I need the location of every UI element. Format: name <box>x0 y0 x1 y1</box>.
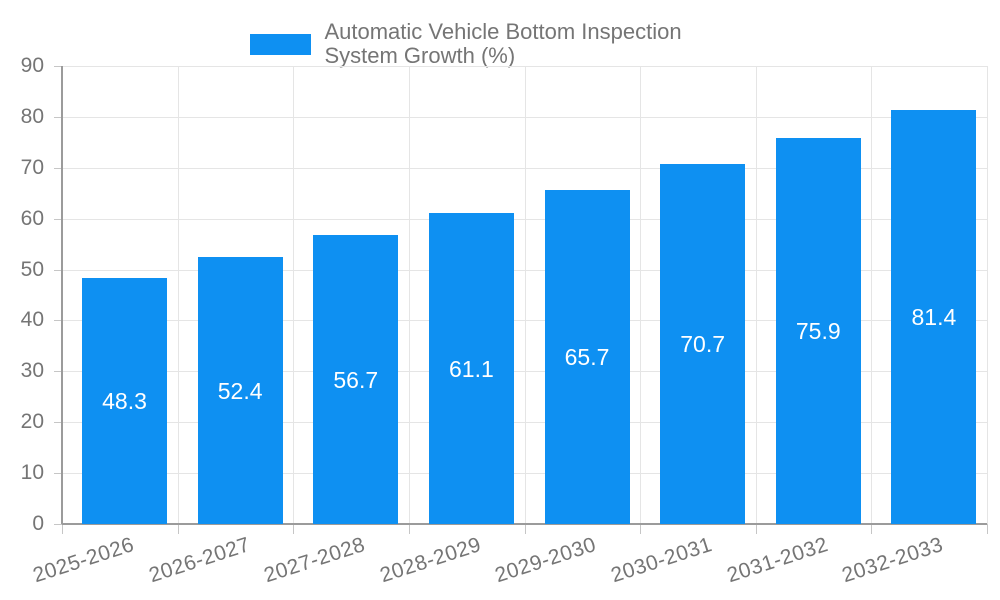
y-axis-tick-label: 80 <box>20 104 44 128</box>
x-axis-tick-label: 2025-2026 <box>30 533 137 588</box>
x-axis-tick <box>755 524 757 534</box>
y-axis-tick <box>54 320 62 322</box>
v-gridline <box>177 66 179 524</box>
x-axis-tick-label: 2030-2031 <box>608 533 716 588</box>
bar-value-label: 70.7 <box>680 331 725 358</box>
x-axis-tick <box>871 524 873 534</box>
x-axis-tick-label: 2026-2027 <box>145 533 253 588</box>
v-gridline <box>293 66 295 524</box>
y-axis-tick <box>54 422 62 424</box>
bar <box>775 137 861 524</box>
bar-value-label: 81.4 <box>911 303 957 330</box>
bar <box>544 189 630 524</box>
x-axis-tick-label: 2027-2028 <box>261 533 369 588</box>
y-axis-tick <box>54 218 62 220</box>
v-gridline <box>408 66 410 524</box>
legend-swatch <box>250 33 312 55</box>
bar-value-label: 75.9 <box>795 317 841 344</box>
y-axis-tick-label: 40 <box>20 308 44 332</box>
x-axis-tick-label: 2029-2030 <box>492 533 600 588</box>
bar <box>313 235 399 524</box>
x-axis-tick-label: 2031-2032 <box>723 533 831 588</box>
x-axis-tick <box>524 524 526 534</box>
y-axis-tick-label: 90 <box>20 54 44 77</box>
x-axis-tick-label: 2028-2029 <box>376 533 484 588</box>
x-axis-tick <box>987 524 988 534</box>
bar-value-label: 61.1 <box>448 355 494 382</box>
bar <box>660 164 746 524</box>
y-axis-tick-label: 60 <box>20 206 44 230</box>
y-axis-tick <box>54 269 62 271</box>
y-axis-tick <box>54 167 62 169</box>
x-axis-line <box>62 523 987 525</box>
y-axis-tick-label: 30 <box>20 359 44 383</box>
y-axis-tick-label: 20 <box>20 410 44 434</box>
legend-label: Automatic Vehicle Bottom Inspection Syst… <box>324 19 682 68</box>
x-axis-tick <box>408 524 410 534</box>
bar <box>82 278 167 524</box>
v-gridline <box>987 66 988 524</box>
x-axis-tick <box>177 524 179 534</box>
y-axis-tick <box>54 371 62 373</box>
bar <box>428 213 514 524</box>
v-gridline <box>640 66 642 524</box>
y-axis-tick <box>54 66 62 67</box>
y-axis-tick <box>54 116 62 118</box>
y-axis-tick-label: 0 <box>32 512 44 535</box>
x-axis-tick <box>293 524 295 534</box>
x-axis-tick <box>62 524 63 534</box>
x-axis-tick-label: 2032-2033 <box>839 533 947 588</box>
y-axis-line <box>61 66 63 524</box>
v-gridline <box>524 66 526 524</box>
bar-value-label: 65.7 <box>564 343 610 370</box>
bar <box>197 257 283 524</box>
y-axis-tick <box>54 473 62 475</box>
y-axis-tick <box>54 524 62 525</box>
bar-value-label: 56.7 <box>333 366 379 393</box>
v-gridline <box>871 66 873 524</box>
y-axis-tick-label: 10 <box>20 461 44 485</box>
bar-value-label: 48.3 <box>102 388 147 415</box>
bar-value-label: 52.4 <box>217 377 263 404</box>
x-axis-tick <box>640 524 642 534</box>
legend[interactable]: Automatic Vehicle Bottom Inspection Syst… <box>250 20 750 68</box>
bar <box>891 109 977 524</box>
y-axis-tick-label: 50 <box>20 257 44 281</box>
y-axis-tick-label: 70 <box>20 155 44 179</box>
v-gridline <box>755 66 757 524</box>
